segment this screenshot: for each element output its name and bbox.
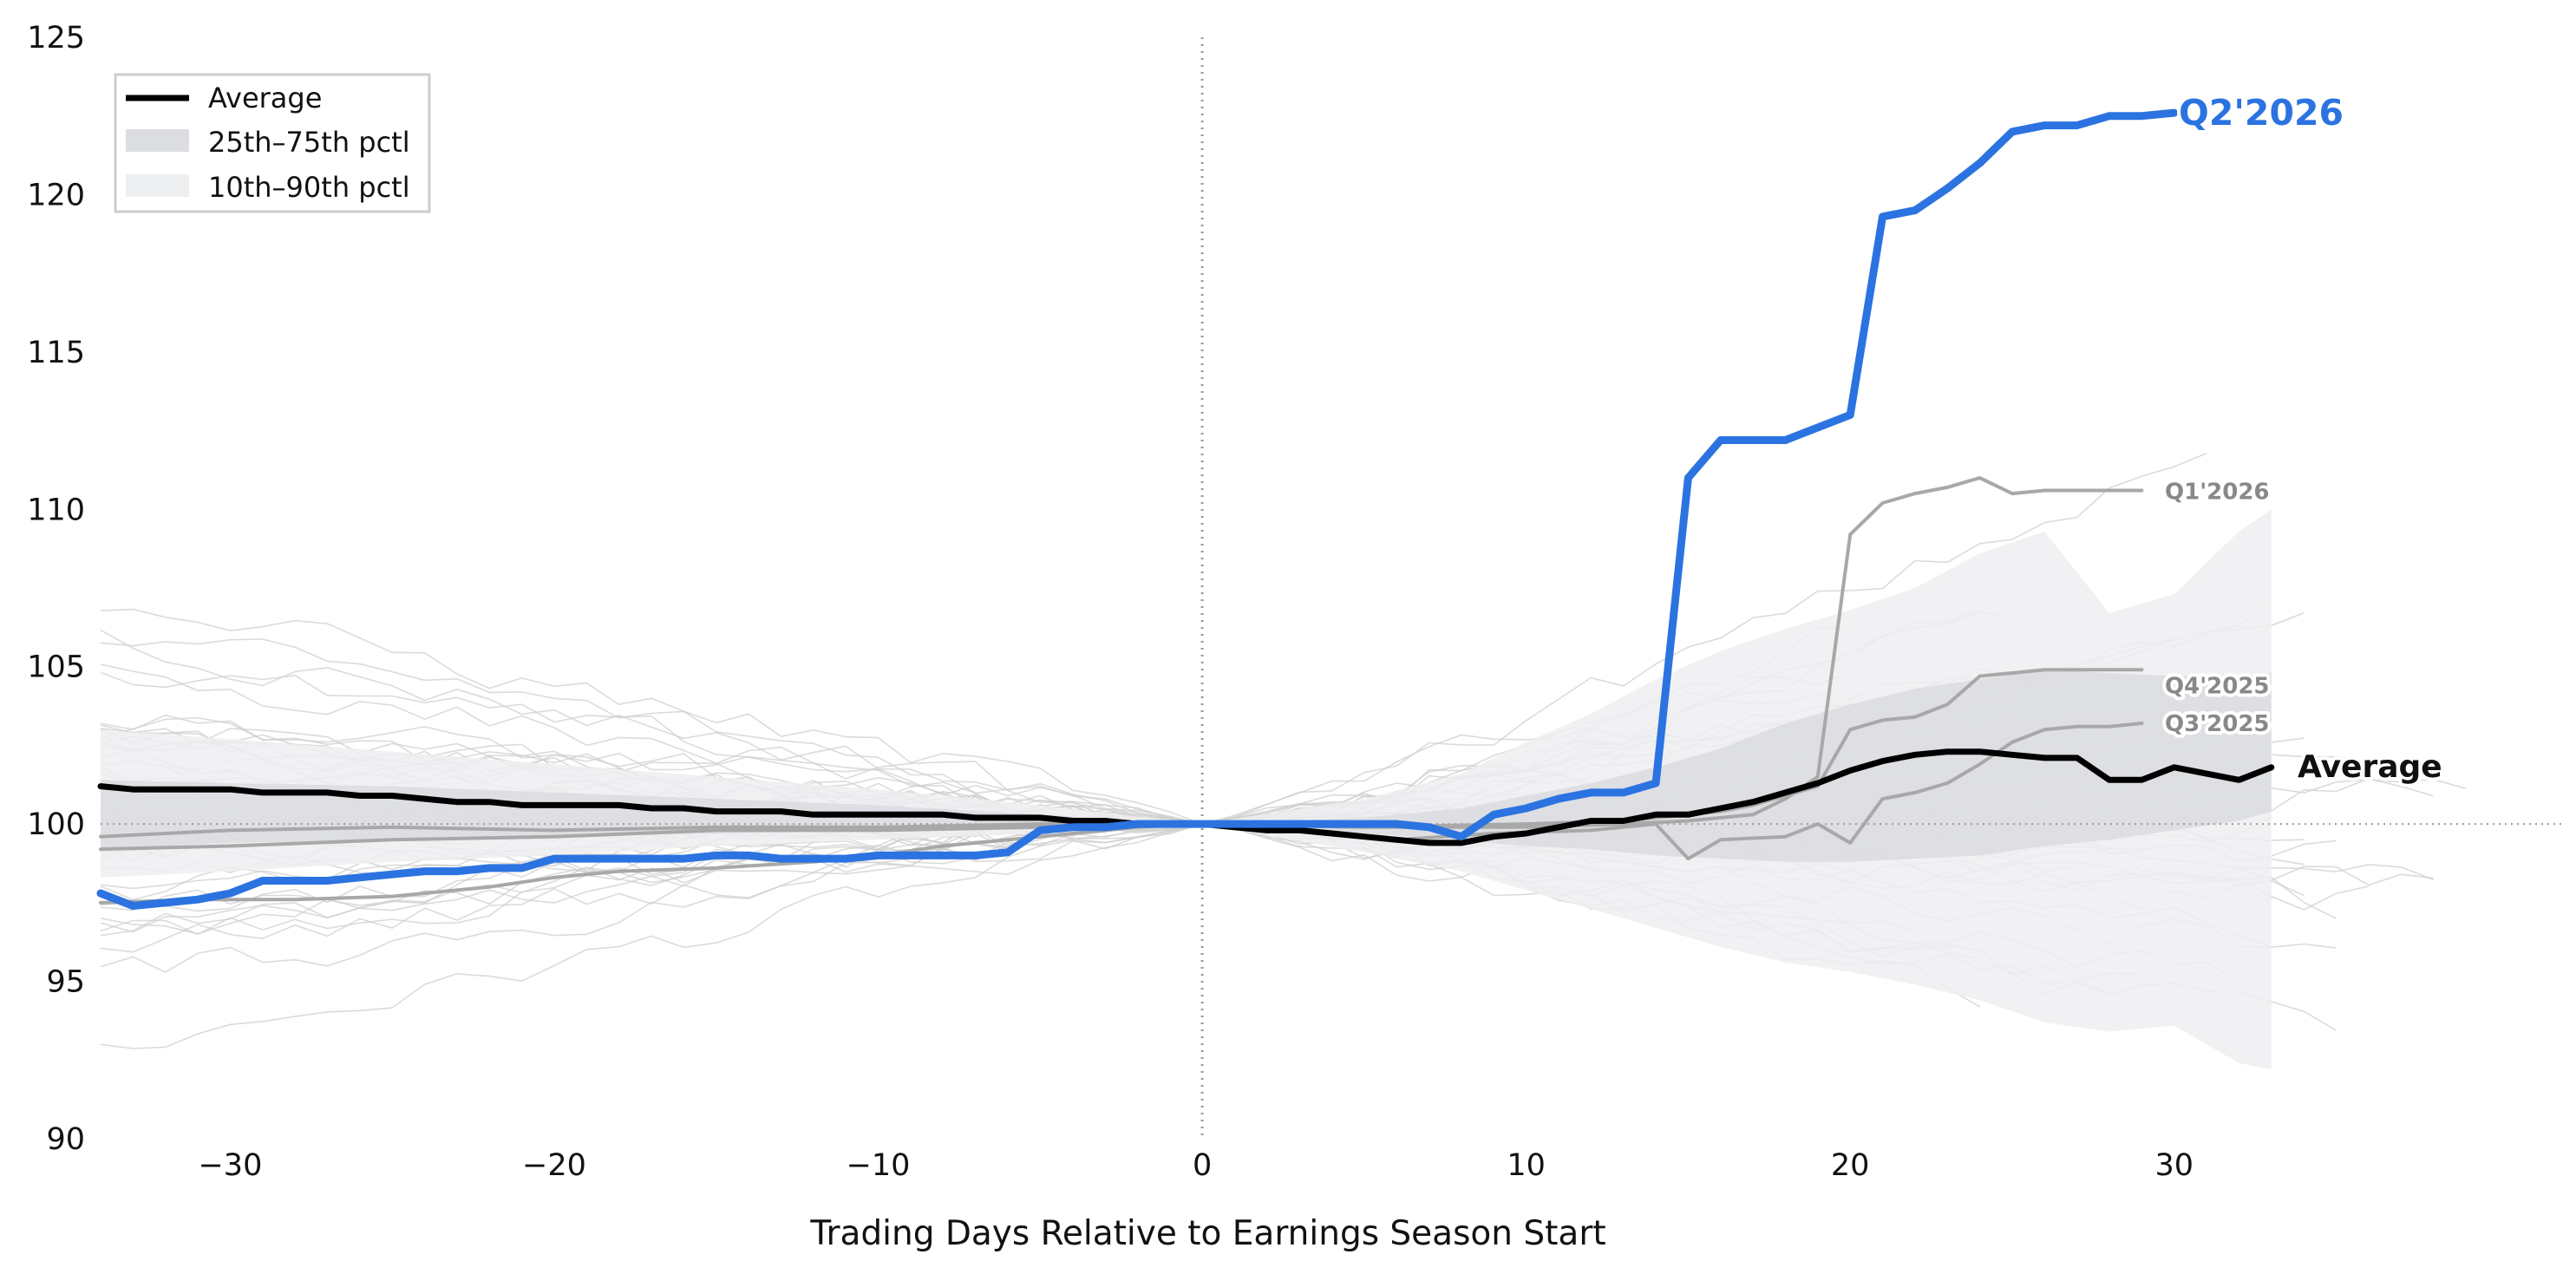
series-line-q2-2026	[96, 108, 2179, 910]
y-tick-label: 115	[27, 336, 85, 370]
legend-outer-band-label: 10th–90th pctl	[208, 171, 410, 204]
x-tick-label: 30	[2154, 1148, 2194, 1183]
y-tick-label: 95	[46, 965, 85, 1000]
y-tick-label: 120	[27, 178, 85, 212]
series-label-q3-2025: Q3'2025	[2165, 711, 2270, 737]
x-axis-label: Trading Days Relative to Earnings Season…	[809, 1214, 1605, 1253]
series-end-labels: Q2'2026 Q1'2026 Q4'2025 Q3'2025 Average	[2161, 88, 2446, 788]
axes: −30 −20 −10 0 10 20 30 90 95 100 105 110 115 120 125	[27, 21, 2194, 1183]
y-tick-label: 110	[27, 493, 85, 527]
series-label-q2-2026: Q2'2026	[2179, 92, 2344, 134]
legend-iqr-label: 25th–75th pctl	[208, 126, 410, 159]
legend-average-label: Average	[208, 82, 322, 114]
y-tick-label: 90	[46, 1122, 85, 1157]
x-tick-label: −20	[522, 1148, 586, 1183]
legend-iqr-swatch	[126, 129, 189, 152]
series-label-average: Average	[2298, 749, 2442, 785]
series-line-q4-2025	[99, 668, 2144, 852]
legend: Average 25th–75th pctl 10th–90th pctl	[114, 73, 431, 213]
x-tick-label: 10	[1507, 1148, 1546, 1183]
band-25-75	[101, 670, 2272, 862]
x-tick-label: 20	[1831, 1148, 1870, 1183]
x-tick-label: −30	[198, 1148, 262, 1183]
series-label-q1-2026: Q1'2026	[2165, 480, 2270, 506]
x-tick-label: 0	[1193, 1148, 1212, 1183]
band-10-90	[101, 509, 2272, 1070]
series-label-q4-2025: Q4'2025	[2165, 673, 2270, 699]
percentile-bands	[101, 509, 2272, 1070]
y-tick-label: 105	[27, 650, 85, 685]
y-tick-label: 100	[27, 807, 85, 842]
y-tick-label: 125	[27, 21, 85, 56]
series-line-q1-2026	[99, 476, 2144, 839]
series-line-q3-2025	[99, 722, 2144, 905]
x-tick-label: −10	[847, 1148, 911, 1183]
series-lines	[96, 108, 2275, 910]
legend-outer-band-swatch	[126, 174, 189, 197]
